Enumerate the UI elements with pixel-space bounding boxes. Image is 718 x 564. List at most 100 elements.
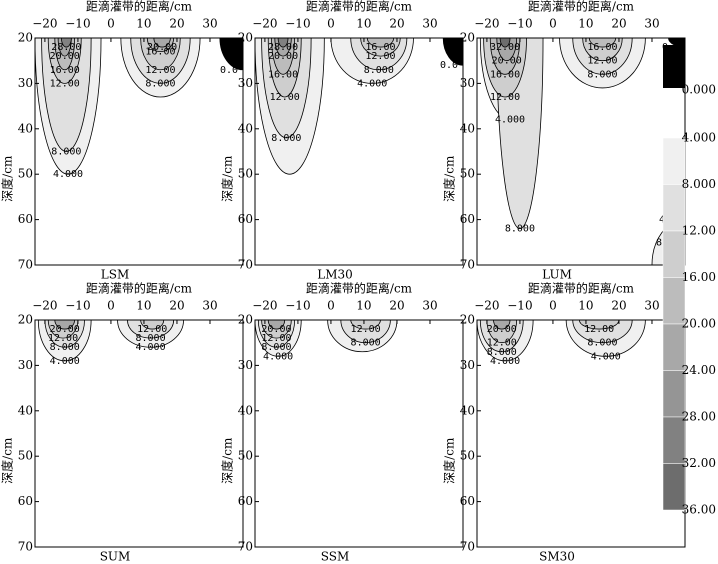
contour-label: 16.00 [145,47,175,58]
contour-label: 12.00 [365,51,395,62]
y-tick-label: 70 [238,258,253,272]
contour-label: 8.000 [271,133,301,144]
x-axis-title: 距滴灌带的距离/cm [86,281,193,296]
contour-label: 12.00 [50,78,80,89]
panel-label: LUM [542,268,572,282]
y-tick-label: 60 [238,212,253,226]
x-tick-label: 20 [389,299,404,313]
contour-label: 8.000 [364,65,394,76]
x-tick-label: −20 [252,299,277,313]
contour-label: 4.000 [490,356,520,367]
y-axis-title: 深度/cm [442,155,457,202]
contour-region [486,320,518,344]
contour-label: 16.00 [50,65,80,76]
x-axis-title: 距滴灌带的距离/cm [528,281,635,296]
y-tick-label: 70 [18,540,33,554]
contour-label: 12.00 [270,92,300,103]
x-tick-label: 20 [611,17,626,31]
x-tick-label: −10 [285,299,310,313]
x-axis-title: 距滴灌带的距离/cm [306,281,413,296]
x-tick-label: 20 [169,17,184,31]
y-tick-label: 20 [238,313,253,327]
y-axis-title: 深度/cm [0,155,15,202]
y-tick-label: 50 [18,167,33,181]
contour-label: 12.00 [145,65,175,76]
contour-area [35,38,243,175]
contour-label: 20.00 [147,42,177,53]
x-tick-label: −10 [507,299,532,313]
x-tick-label: −20 [474,17,499,31]
x-tick-label: 0 [327,17,335,31]
y-tick-label: 50 [238,449,253,463]
contour-label: 8.000 [351,338,381,349]
contour-area [479,38,685,265]
y-tick-label: 70 [460,540,475,554]
contour-region [153,38,171,48]
y-axis-title: 深度/cm [220,437,235,484]
contour-region [277,38,289,48]
contour-label: 4.000 [263,351,293,362]
contour-label: 8.000 [50,342,80,353]
contour-label: 0.0 [440,60,458,71]
y-tick-label: 50 [460,167,475,181]
contour-area [255,38,463,175]
y-tick-label: 30 [238,76,253,90]
panel-label: LSM [101,268,129,282]
x-axis-title: 距滴灌带的距离/cm [86,0,193,14]
contour-label: 20.00 [492,56,522,67]
contour-label: 4.000 [53,169,83,180]
contour-region [61,38,72,48]
colorbar-label: 16.00 [682,270,716,284]
x-tick-label: 30 [422,299,437,313]
contour-label: 20.00 [50,51,80,62]
contour-region [588,38,617,48]
contour-region [499,38,511,48]
contour-label: 28.00 [268,42,298,53]
x-tick-label: −10 [65,17,90,31]
colorbar-label: 0.000 [682,83,716,97]
y-tick-label: 40 [238,121,253,135]
x-tick-label: 30 [422,17,437,31]
plot-frame [34,319,244,548]
x-axis-title: 距滴灌带的距离/cm [528,0,635,14]
x-tick-label: 20 [169,299,184,313]
x-tick-label: −20 [474,299,499,313]
y-tick-label: 30 [460,76,475,90]
y-tick-label: 30 [460,358,475,372]
x-tick-label: 30 [202,299,217,313]
y-tick-label: 60 [18,212,33,226]
contour-area [477,320,646,362]
contour-label: 4.000 [591,351,621,362]
x-tick-label: 20 [389,17,404,31]
contour-label: 32.00 [490,42,520,53]
contour-label: 12.00 [137,324,167,335]
contour-region [366,38,395,48]
y-tick-label: 40 [18,121,33,135]
contour-label: 16.00 [587,42,617,53]
contour-label: 8.000 [587,69,617,80]
y-tick-label: 20 [18,31,33,45]
plot-frame [254,37,464,266]
colorbar-label: 4.000 [682,131,716,145]
colorbar-label: 28.00 [682,410,716,424]
contour-region [442,38,463,66]
colorbar-label: 32.00 [682,456,716,470]
y-tick-label: 40 [238,403,253,417]
contour-label: 8.000 [145,78,175,89]
x-tick-label: 0 [327,299,335,313]
panel-label: SUM [100,550,131,564]
contour-label: 16.00 [365,42,395,53]
contour-label: 16.00 [268,69,298,80]
y-tick-label: 70 [18,258,33,272]
contour-label: 4.000 [136,342,166,353]
y-axis-title: 深度/cm [442,437,457,484]
x-tick-label: 30 [644,17,659,31]
contour-label: 8.000 [487,347,517,358]
y-tick-label: 20 [238,31,253,45]
contour-label: 12.00 [351,324,381,335]
y-tick-label: 50 [460,449,475,463]
contour-label: 20.00 [50,324,80,335]
contour-label: 0.0 [220,65,238,76]
y-tick-label: 20 [460,313,475,327]
contour-label: 8.000 [505,224,535,235]
